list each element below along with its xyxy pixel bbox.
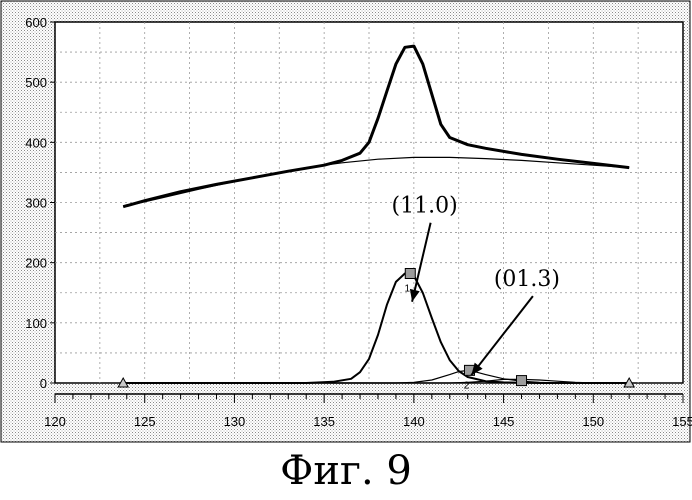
y-tick-label: 400 bbox=[25, 135, 47, 150]
peak-marker bbox=[405, 268, 415, 278]
x-tick-label: 130 bbox=[224, 414, 246, 429]
x-tick-label: 145 bbox=[493, 414, 515, 429]
peak-marker-label: 2 bbox=[464, 380, 470, 391]
peak-marker bbox=[517, 376, 527, 386]
annotation-label: (01.3) bbox=[494, 267, 560, 292]
y-tick-label: 100 bbox=[25, 316, 47, 331]
x-tick-label: 125 bbox=[134, 414, 156, 429]
x-tick-label: 150 bbox=[582, 414, 604, 429]
x-tick-label: 140 bbox=[403, 414, 425, 429]
annotation-label: (11.0) bbox=[392, 194, 458, 219]
y-tick-label: 500 bbox=[25, 75, 47, 90]
figure-caption: Фиг. 9 bbox=[0, 446, 692, 496]
y-tick-label: 600 bbox=[25, 15, 47, 30]
x-tick-label: 135 bbox=[313, 414, 335, 429]
x-tick-label: 120 bbox=[44, 414, 66, 429]
peak-marker-label: 1 bbox=[404, 283, 410, 294]
y-tick-label: 0 bbox=[40, 376, 47, 391]
y-tick-label: 200 bbox=[25, 256, 47, 271]
y-tick-label: 300 bbox=[25, 196, 47, 211]
x-tick-label: 155 bbox=[672, 414, 692, 429]
